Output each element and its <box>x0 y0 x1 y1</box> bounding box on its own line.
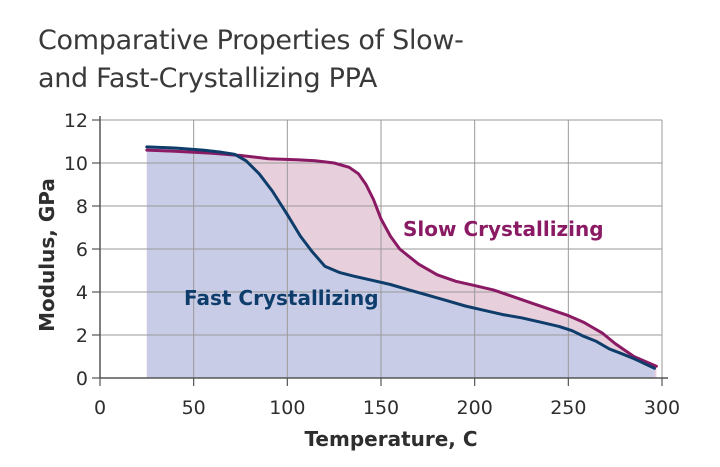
x-tick-label-300: 300 <box>644 397 680 419</box>
chart-title-line-1: Comparative Properties of Slow- <box>38 25 464 56</box>
y-tick-label-4: 4 <box>76 282 88 304</box>
y-tick-label-10: 10 <box>64 153 88 175</box>
y-tick-label-8: 8 <box>76 196 88 218</box>
x-tick-label-200: 200 <box>457 397 493 419</box>
x-axis-label: Temperature, C <box>304 427 477 451</box>
x-tick-label-50: 50 <box>182 397 206 419</box>
y-tick-label-6: 6 <box>76 239 88 261</box>
x-tick-label-100: 100 <box>269 397 305 419</box>
series-line-0 <box>145 148 658 368</box>
y-axis-label: Modulus, GPa <box>35 178 59 332</box>
x-tick-label-0: 0 <box>94 397 106 419</box>
tick-labels: 0 50 100 150 200 250 300 0 2 4 6 8 10 12 <box>64 110 680 419</box>
y-tick-label-12: 12 <box>64 110 88 132</box>
y-tick-label-2: 2 <box>76 325 88 347</box>
area-fills <box>146 146 657 378</box>
series-line-1 <box>145 145 656 370</box>
x-tick-label-250: 250 <box>550 397 586 419</box>
grid-lines <box>100 119 663 378</box>
chart-title: Comparative Properties of Slow- and Fast… <box>38 22 638 98</box>
chart-title-line-2: and Fast-Crystallizing PPA <box>38 63 378 94</box>
series-lines <box>145 145 658 370</box>
series-label-fast-crystallizing: Fast Crystallizing <box>184 286 379 310</box>
x-tick-label-150: 150 <box>363 397 399 419</box>
axes <box>92 116 668 386</box>
series-label-slow-crystallizing: Slow Crystallizing <box>403 217 604 241</box>
y-tick-label-0: 0 <box>76 368 88 390</box>
